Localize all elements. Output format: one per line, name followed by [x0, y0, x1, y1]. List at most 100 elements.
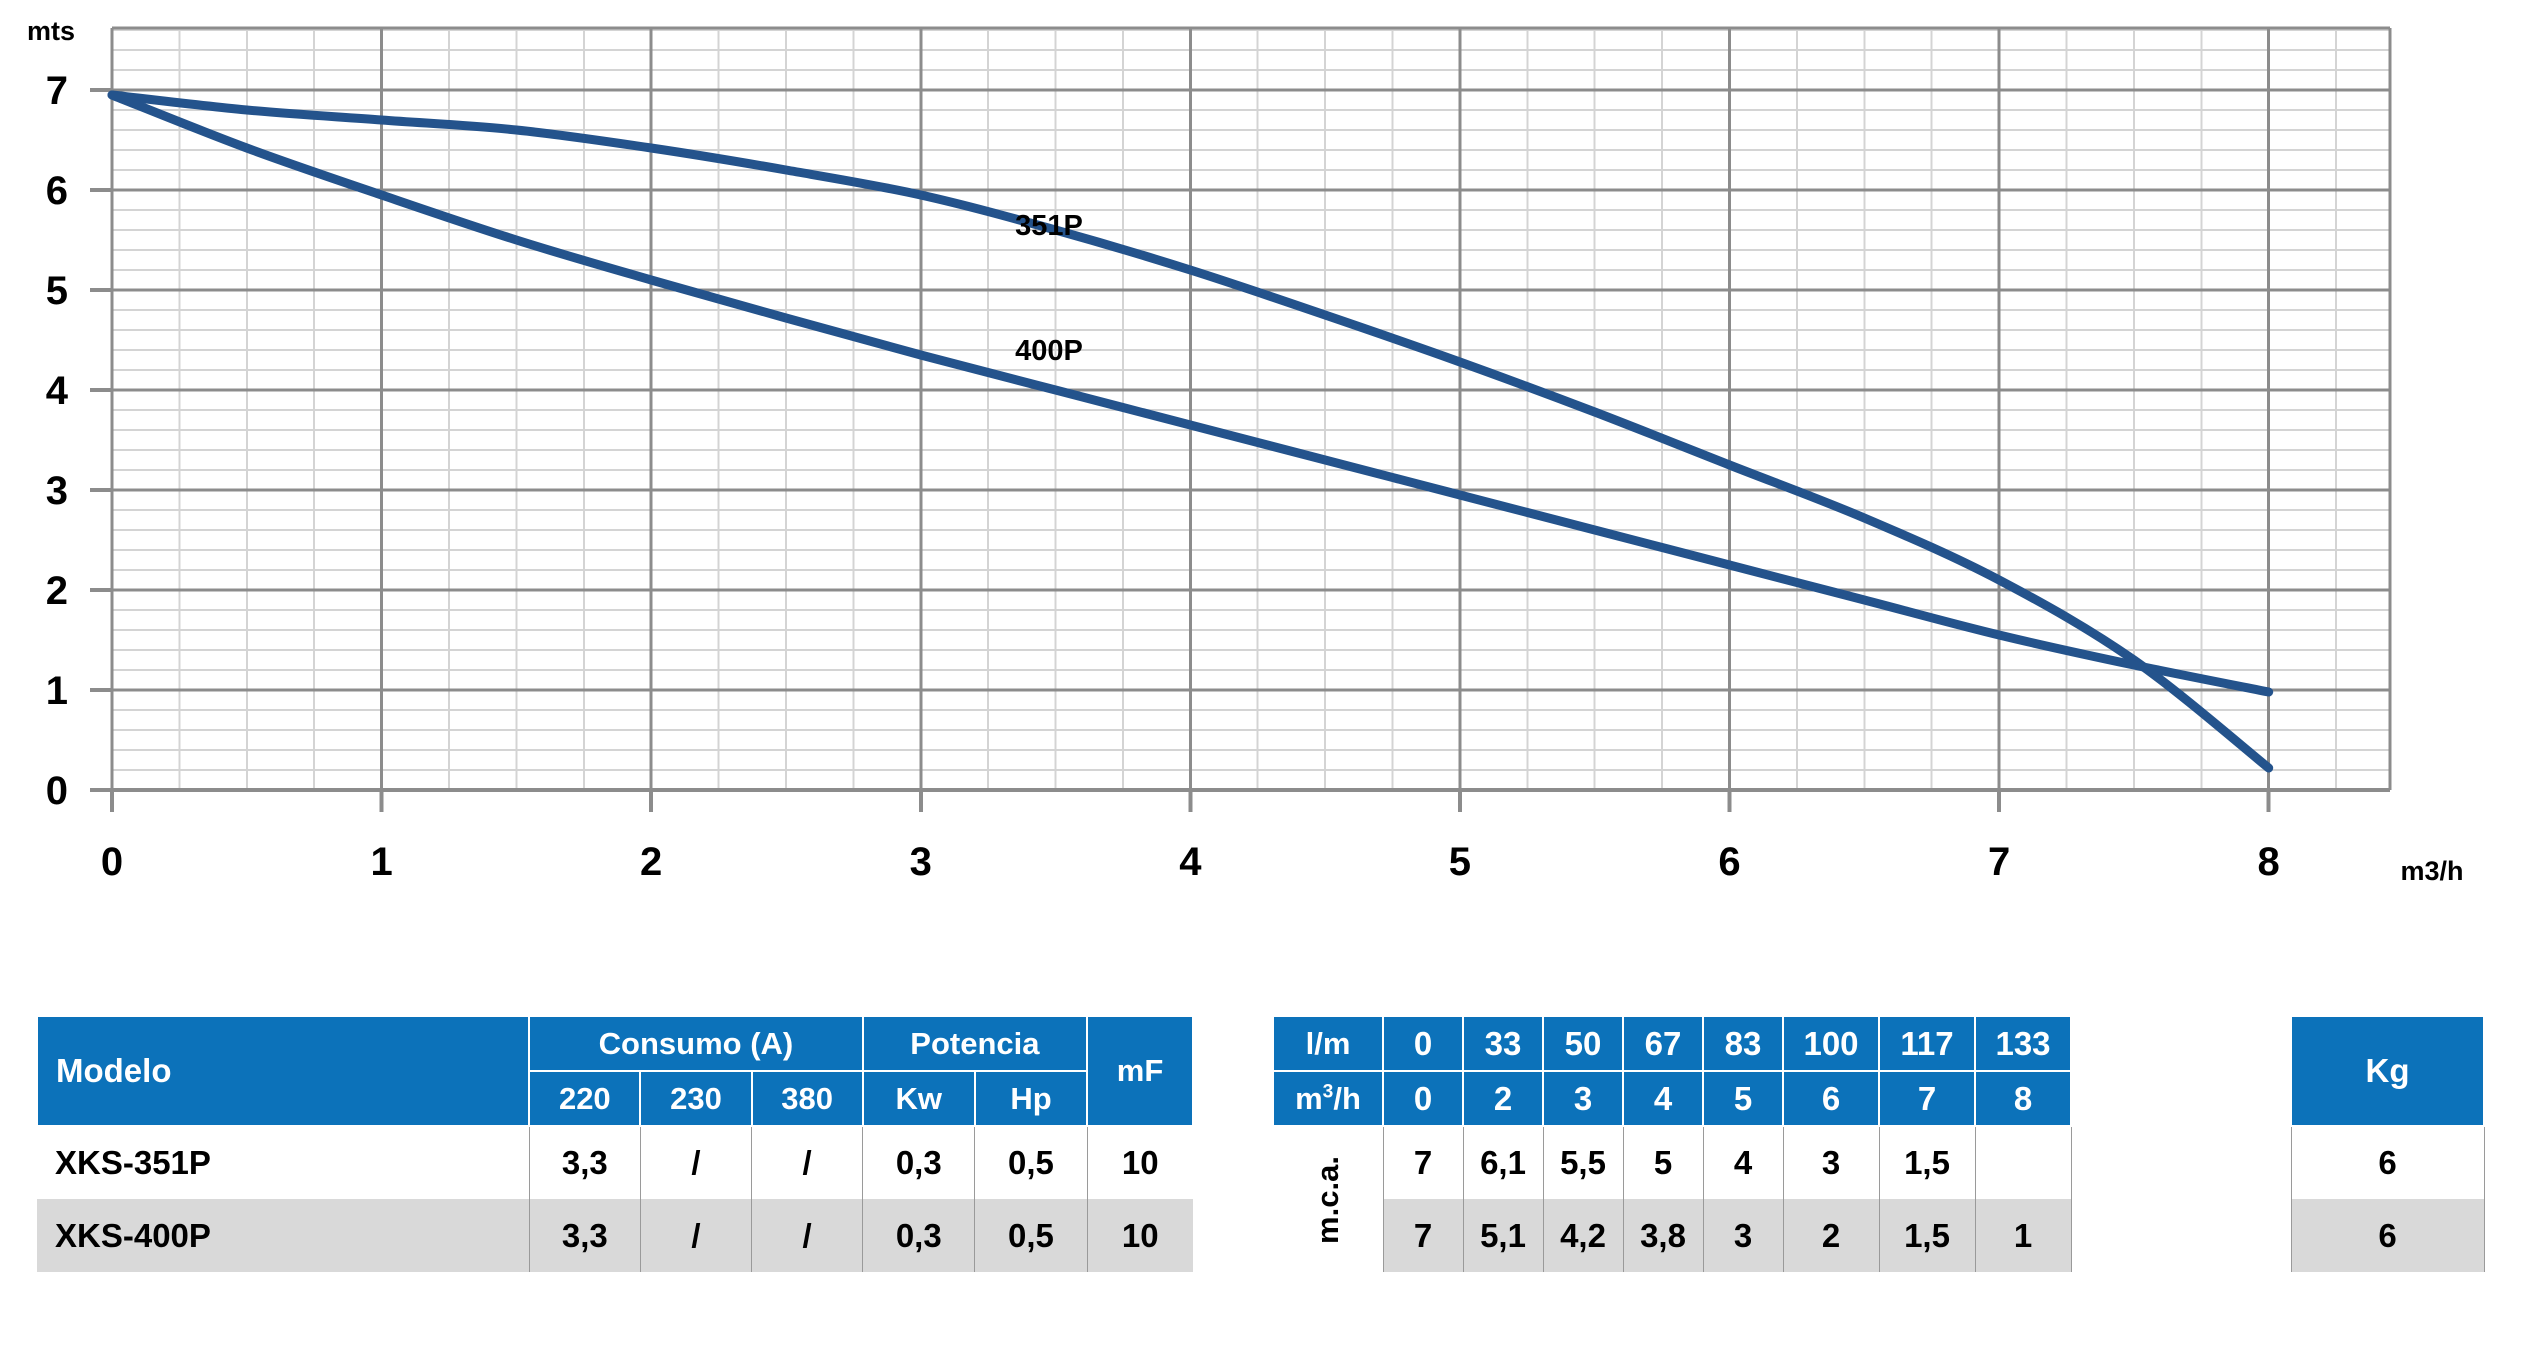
weight-table-header: Kg: [2290, 1015, 2485, 1127]
weight-table-body: 6 6: [2290, 1126, 2485, 1272]
cell-head: 2: [1782, 1199, 1880, 1272]
x-tick-label-6: 6: [1718, 840, 1740, 884]
m3h-header-row: m3/h 0 2 3 4 5 6 7 8: [1272, 1070, 2072, 1127]
cell-kw: 0,3: [862, 1126, 976, 1199]
cell-head: 5: [1622, 1126, 1704, 1199]
header-m3h-4: 4: [1622, 1070, 1704, 1127]
y-tick-label-7: 7: [46, 69, 68, 113]
header-220: 220: [528, 1070, 642, 1127]
chart-svg: 0 1 2 3 4 5 6 7 0 1 2 3 4 5 6 7 8 mts m3/h 351P 400P: [27, 16, 2464, 886]
x-tick-label-5: 5: [1449, 840, 1471, 884]
header-modelo: Modelo: [35, 1015, 531, 1127]
cell-mf: 10: [1086, 1199, 1193, 1272]
header-m3h: m3/h: [1272, 1070, 1384, 1127]
cell-c230: /: [639, 1126, 753, 1199]
header-m3h-7: 7: [1878, 1070, 1976, 1127]
weight-table: Kg 6 6: [2290, 1015, 2485, 1272]
cell-head: 1,5: [1878, 1126, 1976, 1199]
header-consumo: Consumo (A): [528, 1015, 864, 1072]
series-label-400p: 400P: [1015, 335, 1083, 367]
x-tick-label-1: 1: [370, 840, 392, 884]
header-lpm-83: 83: [1702, 1015, 1784, 1072]
x-tick-label-4: 4: [1179, 840, 1202, 884]
cell-c220: 3,3: [528, 1199, 641, 1272]
y-tick-label-3: 3: [46, 469, 68, 513]
x-tick-label-2: 2: [640, 840, 662, 884]
cell-kg: 6: [2290, 1126, 2485, 1199]
models-table-body: XKS-351P 3,3 / / 0,3 0,5 10 XKS-400P 3,3…: [37, 1126, 1193, 1272]
header-hp: Hp: [973, 1070, 1089, 1127]
header-mf: mF: [1086, 1015, 1194, 1127]
cell-c220: 3,3: [528, 1126, 641, 1199]
header-lpm-0: 0: [1382, 1015, 1464, 1072]
header-m3h-0: 0: [1382, 1070, 1464, 1127]
curve-351p: [107, 90, 2274, 773]
header-m3h-6: 6: [1782, 1070, 1880, 1127]
cell-head: [1974, 1126, 2072, 1199]
row-label-mca: m.c.a.: [1273, 1126, 1383, 1272]
header-kg: Kg: [2290, 1015, 2485, 1127]
grid-minor-lines: [112, 28, 2390, 790]
performance-chart: 0 1 2 3 4 5 6 7 0 1 2 3 4 5 6 7 8 mts m3/h 351P 400P: [27, 16, 2464, 886]
table-row: 7 5,1 4,2 3,8 3 2 1,5 1: [1273, 1199, 2072, 1272]
cell-head: 6,1: [1462, 1126, 1544, 1199]
header-lpm-100: 100: [1782, 1015, 1880, 1072]
header-lpm: l/m: [1272, 1015, 1384, 1072]
series-label-351p: 351P: [1015, 210, 1083, 242]
y-tick-label-5: 5: [46, 269, 68, 313]
specification-tables: Modelo Consumo (A) Potencia mF 220 230 3…: [0, 1015, 2521, 1345]
table-row: 6: [2290, 1126, 2485, 1199]
cell-kw: 0,3: [862, 1199, 976, 1272]
y-tick-label-1: 1: [46, 669, 68, 713]
cell-head: 7: [1382, 1126, 1464, 1199]
cell-head: 3: [1702, 1199, 1784, 1272]
header-lpm-117: 117: [1878, 1015, 1976, 1072]
header-kw: Kw: [861, 1070, 976, 1127]
cell-head: 7: [1382, 1199, 1464, 1272]
cell-model: XKS-400P: [37, 1199, 530, 1272]
mca-label-text: m.c.a.: [1309, 1155, 1345, 1244]
models-table-header: Modelo Consumo (A) Potencia mF 220 230 3…: [35, 1015, 1194, 1127]
table-row: XKS-400P 3,3 / / 0,3 0,5 10: [37, 1199, 1193, 1272]
flow-head-table-body: m.c.a. 7 6,1 5,5 5 4 3 1,5 7 5,1 4,2 3,8…: [1273, 1126, 2072, 1272]
cell-mf: 10: [1086, 1126, 1193, 1199]
header-lpm-67: 67: [1622, 1015, 1704, 1072]
cell-head: 3: [1782, 1126, 1880, 1199]
m3h-superscript: 3: [1322, 1081, 1334, 1103]
y-tick-label-2: 2: [46, 569, 68, 613]
models-header-row-2: 220 230 380 Kw Hp: [37, 1070, 1193, 1127]
header-lpm-50: 50: [1542, 1015, 1624, 1072]
axis-tick-labels: 0 1 2 3 4 5 6 7 0 1 2 3 4 5 6 7 8: [46, 69, 2280, 884]
y-tick-label-4: 4: [46, 369, 69, 413]
m3h-prefix: m: [1295, 1080, 1323, 1116]
cell-hp: 0,5: [974, 1199, 1088, 1272]
header-m3h-3: 3: [1542, 1070, 1624, 1127]
x-axis-unit-label: m3/h: [2400, 856, 2463, 886]
cell-head: 5,5: [1542, 1126, 1624, 1199]
weight-header-row: Kg: [2290, 1015, 2485, 1127]
m3h-suffix: /h: [1333, 1080, 1361, 1116]
y-tick-label-6: 6: [46, 169, 68, 213]
x-tick-label-0: 0: [101, 840, 123, 884]
table-row: m.c.a. 7 6,1 5,5 5 4 3 1,5: [1273, 1126, 2072, 1243]
header-m3h-2: 2: [1462, 1070, 1544, 1127]
x-tick-label-7: 7: [1988, 840, 2010, 884]
cell-head: 4: [1702, 1126, 1784, 1199]
table-row: 6: [2290, 1199, 2485, 1272]
x-tick-label-8: 8: [2258, 840, 2280, 884]
cell-kg: 6: [2290, 1199, 2485, 1272]
header-m3h-5: 5: [1702, 1070, 1784, 1127]
header-lpm-133: 133: [1974, 1015, 2072, 1072]
y-tick-label-0: 0: [46, 769, 68, 813]
x-tick-label-3: 3: [910, 840, 932, 884]
flow-head-table: l/m 0 33 50 67 83 100 117 133 m3/h 0 2 3…: [1272, 1015, 2072, 1272]
axis-tick-marks: [90, 28, 2271, 812]
cell-head: 1,5: [1878, 1199, 1976, 1272]
models-table: Modelo Consumo (A) Potencia mF 220 230 3…: [35, 1015, 1194, 1272]
lpm-header-row: l/m 0 33 50 67 83 100 117 133: [1272, 1015, 2072, 1072]
header-m3h-8: 8: [1974, 1070, 2072, 1127]
y-axis-unit-label: mts: [27, 16, 75, 46]
cell-head: 4,2: [1542, 1199, 1624, 1272]
models-header-row-1: Modelo Consumo (A) Potencia mF: [35, 1015, 1194, 1127]
cell-c380: /: [751, 1126, 864, 1199]
